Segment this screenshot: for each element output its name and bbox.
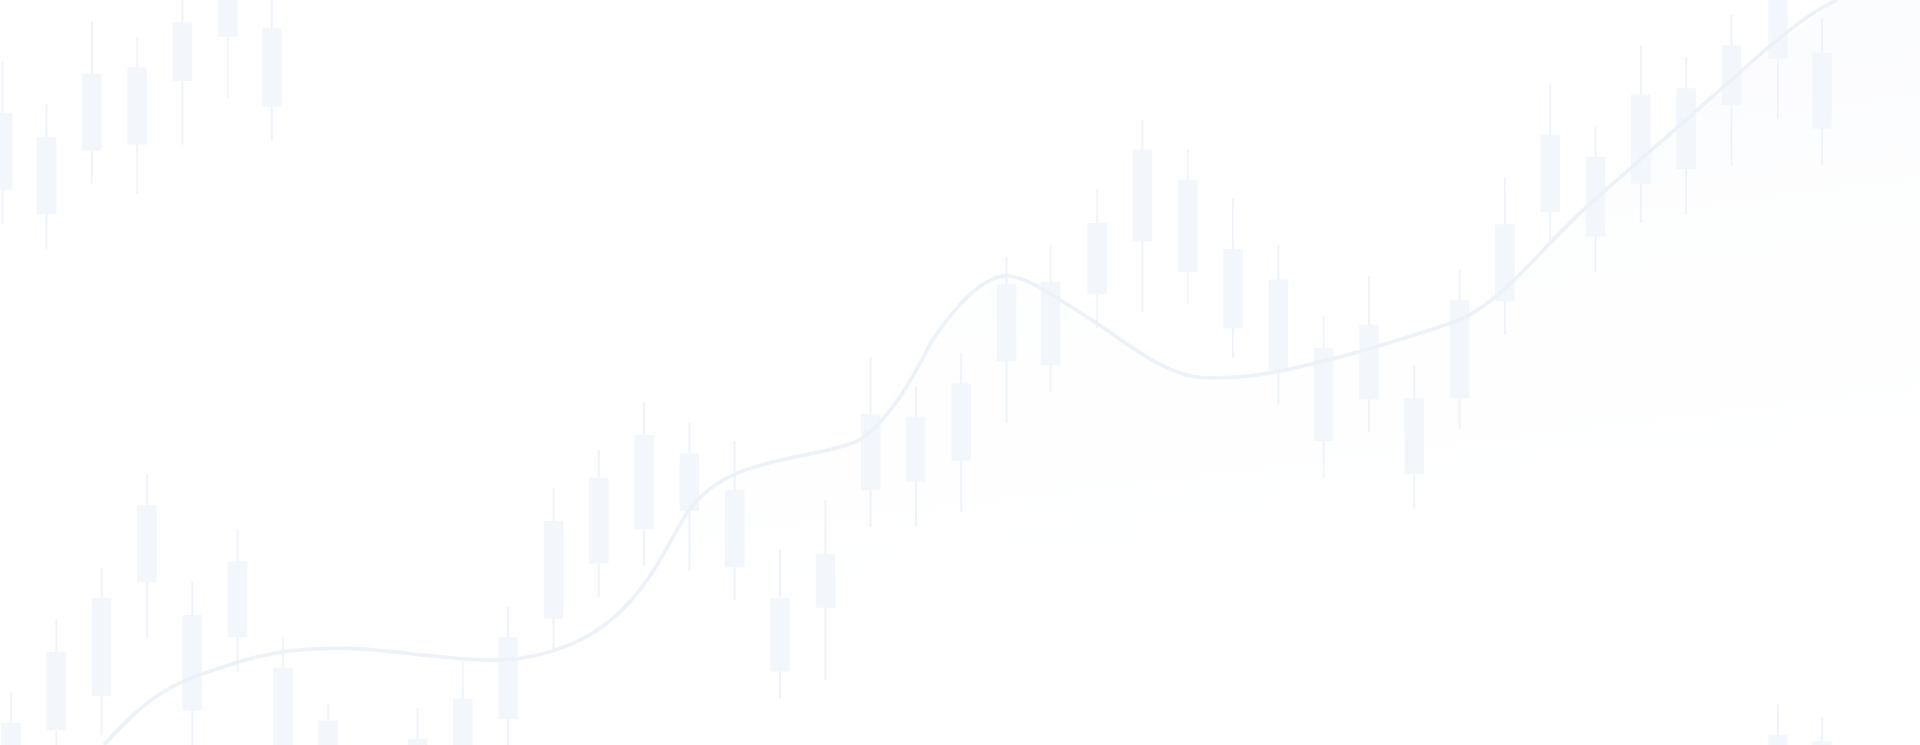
candle-body: [1812, 52, 1832, 129]
candle-body: [1721, 45, 1742, 106]
candle-body: [262, 28, 282, 107]
candle-body: [1223, 248, 1243, 329]
candle-body: [996, 284, 1017, 362]
candle-body: [906, 416, 926, 482]
candle-body: [182, 615, 203, 711]
candle-body: [1404, 398, 1425, 475]
candle-body: [36, 137, 57, 215]
area-shade: [104, 0, 1920, 745]
candle-body: [273, 667, 293, 745]
candle-body: [1768, 0, 1788, 59]
candle-body: [1449, 300, 1470, 399]
candle-body: [407, 738, 428, 745]
candle-body: [634, 434, 654, 530]
candle-body: [1812, 741, 1832, 745]
candle-body: [679, 453, 700, 511]
candle-body: [1676, 88, 1696, 170]
candle-body: [46, 651, 67, 731]
candle-body: [318, 720, 338, 745]
candle-body: [1540, 134, 1560, 212]
trend-line: [102, 0, 1838, 745]
candle-body: [1, 722, 21, 745]
candle-body: [127, 67, 147, 145]
candle-body: [82, 73, 102, 151]
candle-body: [724, 490, 745, 568]
candle-body: [498, 637, 518, 720]
candle-body: [1359, 324, 1379, 400]
candle-body: [0, 112, 13, 190]
candle-body: [1177, 180, 1198, 273]
candle-body: [227, 561, 248, 638]
candle-body: [1268, 279, 1289, 371]
candle-body: [770, 597, 790, 672]
candle-body: [137, 504, 157, 583]
candle-body: [815, 553, 836, 608]
candle-body: [1631, 94, 1651, 184]
candle-body: [1087, 223, 1107, 295]
candle-body: [1040, 281, 1061, 366]
candle-body: [453, 698, 473, 745]
candle-body: [1768, 735, 1788, 745]
candle-body: [588, 477, 609, 564]
candle-body: [217, 0, 238, 37]
candle-body: [91, 597, 112, 696]
candle-body: [1313, 347, 1334, 442]
candle-body: [951, 383, 972, 461]
candle-body: [543, 520, 564, 619]
candlesticks: [0, 0, 1832, 745]
candle-body: [1132, 149, 1153, 242]
candle-body: [172, 22, 193, 81]
